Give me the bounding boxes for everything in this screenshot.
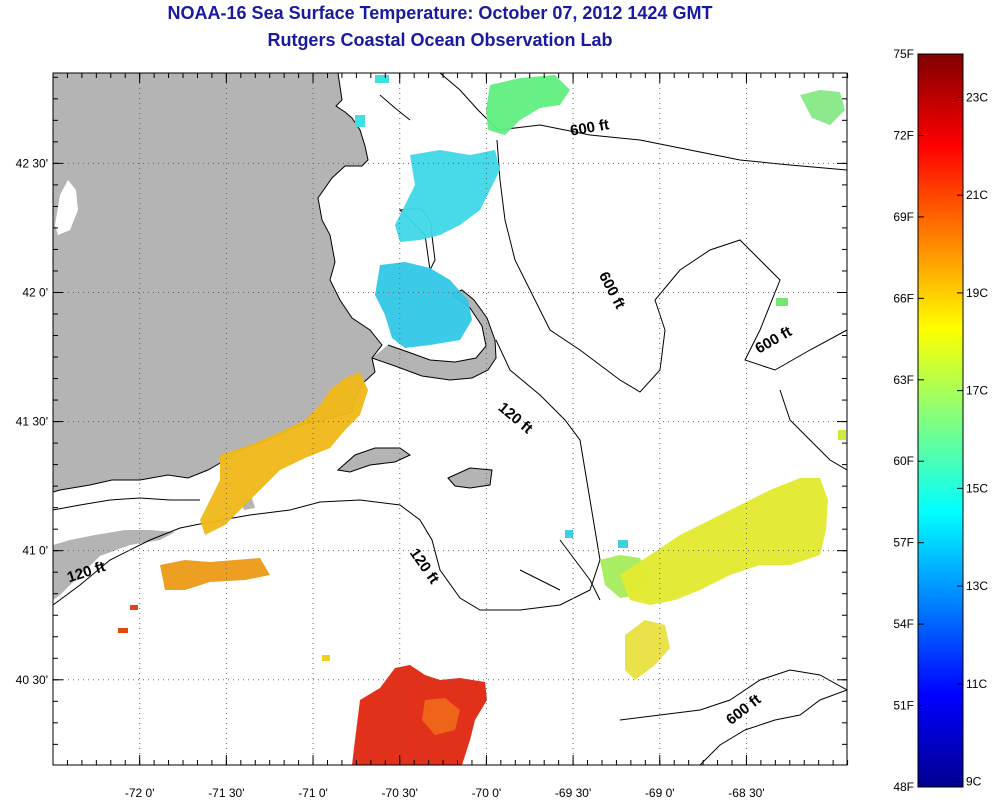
map-frame [52, 72, 848, 766]
colorbar-f-label: 48F [893, 780, 914, 794]
colorbar-f-label: 57F [893, 536, 914, 550]
lon-tick-label: -71 30' [208, 786, 244, 800]
colorbar-f-label: 54F [893, 617, 914, 631]
land-marthas-vineyard [338, 448, 410, 472]
lon-tick-label: -69 0' [645, 786, 675, 800]
chart-title: NOAA-16 Sea Surface Temperature: October… [167, 3, 713, 23]
colorbar-c-label: 15C [966, 481, 988, 495]
colorbar-c-label: 13C [966, 579, 988, 593]
sst-patch-slope-warm-b [422, 698, 460, 735]
sst-speck [565, 530, 573, 538]
lat-tick-label: 41 0' [22, 544, 48, 558]
colorbar-c-label: 17C [966, 384, 988, 398]
sst-patch-gulf-of-maine-north-b [800, 90, 845, 125]
lon-tick-label: -68 30' [728, 786, 764, 800]
sst-patch-georges-bank-south [625, 620, 670, 680]
coastline [53, 73, 497, 493]
colorbar-f-label: 75F [893, 47, 914, 61]
sst-patch-rhode-island-sound [200, 372, 368, 535]
sst-overlay [118, 75, 846, 765]
lat-tick-label: 42 0' [22, 285, 48, 299]
sst-patch-georges-bank-west [620, 478, 828, 605]
lon-tick-label: -72 0' [125, 786, 155, 800]
lon-tick-label: -71 0' [298, 786, 328, 800]
colorbar-f-label: 69F [893, 210, 914, 224]
colorbar-f-label: 63F [893, 373, 914, 387]
land-new-england [53, 73, 382, 492]
sst-speck [355, 115, 365, 127]
cloud-artifact [55, 180, 78, 235]
colorbar-gradient [917, 53, 964, 788]
colorbar-c-label: 21C [966, 188, 988, 202]
lon-tick-label: -70 30' [382, 786, 418, 800]
colorbar-c-label: 19C [966, 286, 988, 300]
sst-speck [838, 430, 846, 440]
land-long-island [53, 530, 175, 600]
colorbar-f-label: 60F [893, 454, 914, 468]
graticule [53, 73, 847, 765]
colorbar-f-label: 72F [893, 128, 914, 142]
lat-tick-label: 40 30' [16, 673, 48, 687]
lon-tick-label: -69 30' [555, 786, 591, 800]
colorbar-c-label: 23C [966, 90, 988, 104]
sst-patch-gulf-of-maine-north [486, 75, 570, 135]
sst-speck [130, 605, 138, 610]
sst-patch-slope-warm-core [352, 665, 487, 765]
sst-patch-block-island-shelf [160, 558, 270, 590]
sst-patch-massachusetts-bay [395, 150, 500, 242]
colorbar-f-label: 66F [893, 291, 914, 305]
lat-tick-label: 42 30' [16, 156, 48, 170]
axis-ticks [52, 73, 849, 765]
sst-speck [322, 655, 330, 661]
lat-tick-label: 41 30' [16, 415, 48, 429]
colorbar-c-label: 9C [966, 775, 982, 789]
colorbar-ticks: 75F 72F 69F 66F 63F 60F 57F 54F 51F 48F 23C 21C 19C 1… [893, 47, 988, 794]
colorbar-c-label: 11C [966, 677, 987, 691]
lon-tick-label: -70 0' [472, 786, 502, 800]
land-cape-cod [372, 290, 496, 380]
contour-label: 600 ft [569, 116, 611, 140]
sst-speck [118, 628, 128, 633]
axis-tick-labels: -72 0' -71 30' -71 0' -70 30' -70 0' -69 30' -… [16, 156, 765, 800]
chart-subtitle: Rutgers Coastal Ocean Observation Lab [267, 30, 613, 50]
sst-speck [776, 298, 788, 306]
sst-speck [375, 75, 389, 83]
sst-speck [618, 540, 628, 548]
colorbar-f-label: 51F [893, 699, 914, 713]
